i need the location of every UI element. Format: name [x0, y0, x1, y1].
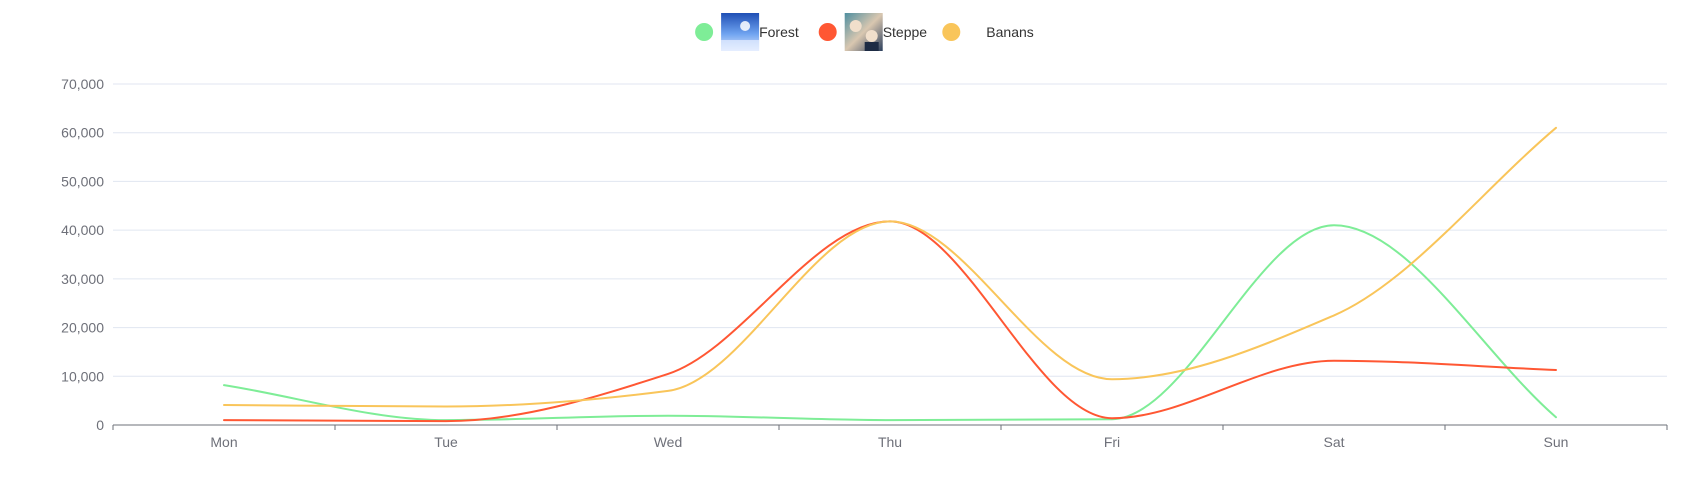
- y-tick-label: 20,000: [61, 320, 104, 336]
- y-axis: 0 10,000 20,000 30,000 40,000 50,000 60,000 70,…: [61, 76, 104, 433]
- series-line-banans[interactable]: [223, 126, 1557, 408]
- x-tick-label: Sun: [1544, 434, 1569, 450]
- series-line-forest[interactable]: [223, 224, 1557, 422]
- x-tick-label: Wed: [654, 434, 683, 450]
- series-line-steppe[interactable]: [223, 220, 1557, 423]
- legend-item-forest[interactable]: Forest: [695, 13, 799, 51]
- y-tick-label: 30,000: [61, 271, 104, 287]
- y-tick-label: 60,000: [61, 125, 104, 141]
- x-axis: Mon Tue Wed Thu Fri Sat Sun: [112, 424, 1668, 450]
- chart-gridlines: [113, 83, 1667, 377]
- x-tick-label: Mon: [210, 434, 237, 450]
- y-tick-label: 0: [96, 417, 104, 433]
- legend-label: Forest: [759, 24, 799, 40]
- x-tick-label: Sat: [1323, 434, 1344, 450]
- x-tick-label: Tue: [434, 434, 458, 450]
- forest-photo-icon: [721, 13, 760, 51]
- y-tick-label: 10,000: [61, 368, 104, 384]
- x-tick-label: Fri: [1104, 434, 1120, 450]
- y-tick-label: 40,000: [61, 222, 104, 238]
- chart-series-lines: [223, 126, 1557, 423]
- legend-label: Steppe: [883, 24, 928, 40]
- x-tick-label: Thu: [878, 434, 902, 450]
- legend-label: Banans: [986, 24, 1033, 40]
- legend-item-banans[interactable]: Banans: [942, 23, 1034, 41]
- y-tick-label: 50,000: [61, 173, 104, 189]
- legend-marker: [942, 23, 961, 41]
- steppe-photo-icon: [844, 13, 883, 51]
- y-tick-label: 70,000: [61, 76, 104, 92]
- legend-marker: [818, 23, 837, 41]
- chart-legend: Forest Steppe Banans: [695, 13, 1034, 51]
- legend-item-steppe[interactable]: Steppe: [818, 13, 928, 51]
- legend-marker: [695, 23, 714, 41]
